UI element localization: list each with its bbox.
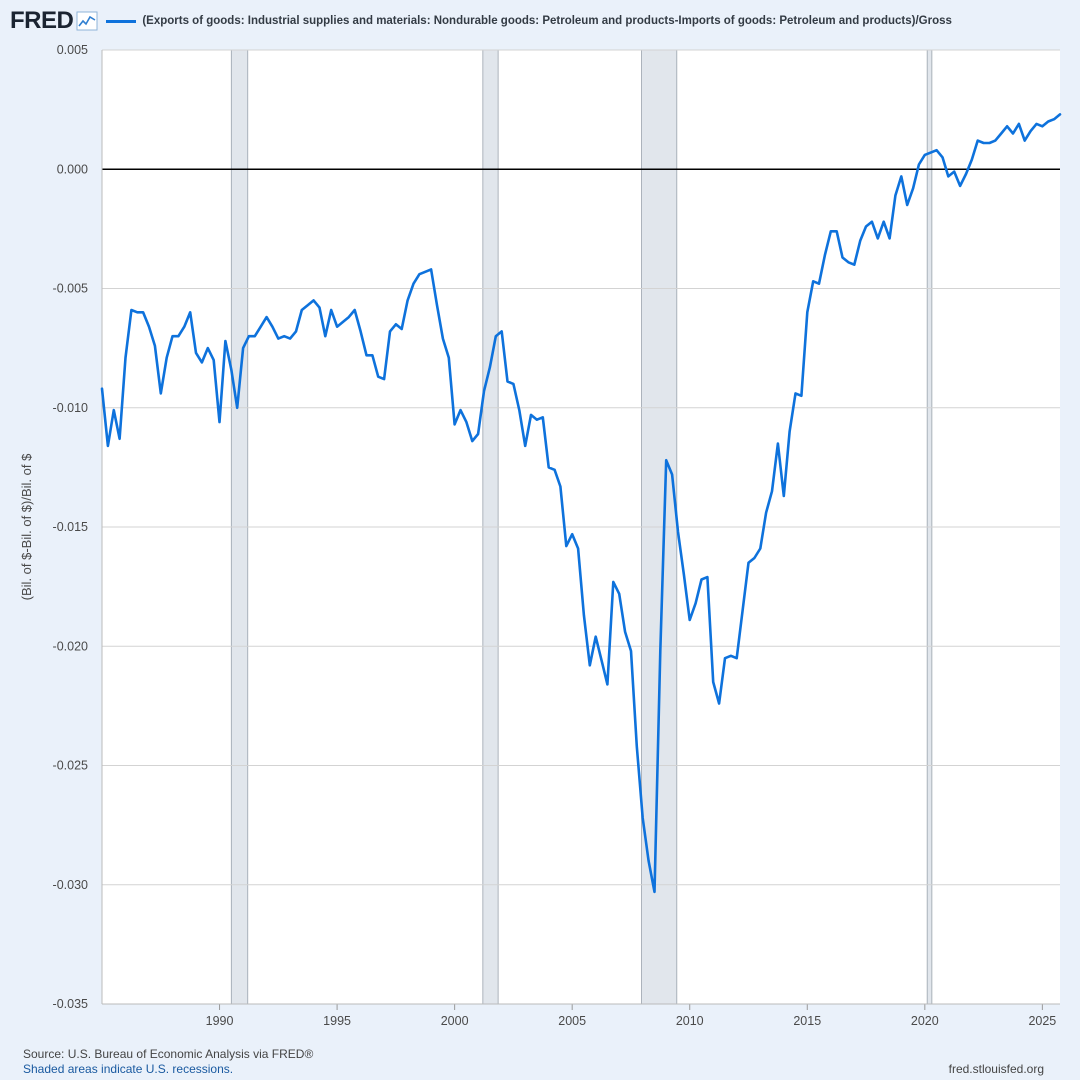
legend-series-label[interactable]: (Exports of goods: Industrial supplies a… (142, 15, 952, 27)
chart-line-icon (76, 11, 98, 31)
legend-series-swatch (106, 19, 137, 23)
x-tick-label: 2020 (911, 1014, 939, 1028)
y-tick-label: -0.030 (53, 878, 88, 892)
chart-footer-notes: Source: U.S. Bureau of Economic Analysis… (23, 1047, 313, 1077)
y-tick-label: -0.005 (53, 282, 88, 296)
chart-header: FRED (Exports of goods: Industrial suppl… (0, 0, 1080, 42)
y-tick-label: 0.005 (57, 43, 88, 57)
y-tick-label: -0.010 (53, 401, 88, 415)
series-line (100, 113, 1062, 894)
y-tick-label: -0.015 (53, 520, 88, 534)
y-tick-label: -0.025 (53, 759, 88, 773)
y-tick-label: 0.000 (57, 162, 88, 176)
y-tick-label: -0.035 (53, 997, 88, 1011)
fred-logo[interactable]: FRED (10, 7, 74, 34)
x-tick-label: 2010 (676, 1014, 704, 1028)
x-tick-label: 2015 (793, 1014, 821, 1028)
x-tick-label: 2025 (1028, 1014, 1056, 1028)
site-link[interactable]: fred.stlouisfed.org (948, 1062, 1044, 1076)
source-note: Source: U.S. Bureau of Economic Analysis… (23, 1047, 314, 1061)
y-axis-label: (Bil. of $-Bil. of $)/Bil. of $ (19, 453, 34, 600)
recession-note: Shaded areas indicate U.S. recessions. (23, 1062, 234, 1076)
x-tick-label: 1990 (206, 1014, 234, 1028)
x-tick-label: 2000 (441, 1014, 469, 1028)
x-tick-label: 1995 (323, 1014, 351, 1028)
x-tick-label: 2005 (558, 1014, 586, 1028)
y-tick-label: -0.020 (53, 639, 88, 653)
chart-canvas: 0.005 0.000 -0.005 -0.010 -0.015 -0.020 -0.025… (19, 43, 1062, 1028)
